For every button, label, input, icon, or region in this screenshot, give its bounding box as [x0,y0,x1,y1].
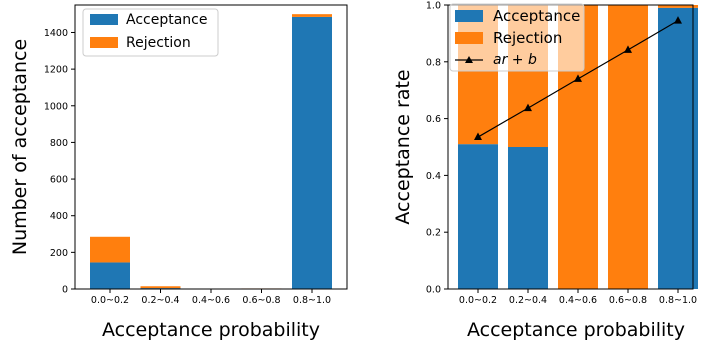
left-bar-acceptance-0 [90,262,130,289]
right-fit-line-marker-1 [524,103,532,112]
right-fit-line-marker-0 [474,132,482,141]
left-x-tick-label-2: 0.4~0.6 [192,295,230,306]
left-y-ticks: 0 200 400 600 800 1000 1200 1400 [44,28,75,296]
left-bar-acceptance-4 [292,16,332,290]
left-bar-rejection-0 [90,236,130,263]
left-y-tick-label-7: 1400 [44,28,68,39]
right-chart: 0.0 0.2 0.4 0.6 0.8 1.0 0.0~0.2 0.2~0.4 0.4~0.6… [392,1,698,341]
left-y-tick-label-0: 0 [62,285,68,296]
right-legend-swatch-rejection [455,32,483,44]
left-chart: 0 200 400 600 800 1000 1200 1400 0.0~0.2 0.2~0.4… [9,4,348,341]
right-x-axis-label: Acceptance probability [467,319,685,341]
left-y-tick-label-5: 1000 [44,101,68,112]
left-legend: Acceptance Rejection [82,8,219,57]
left-y-tick-label-3: 600 [50,175,68,186]
left-y-tick-label-4: 800 [50,138,68,149]
left-legend-label-rejection: Rejection [126,35,191,51]
right-x-tick-label-0: 0.0~0.2 [459,295,497,306]
right-legend: Acceptance Rejection ar + b [449,3,585,72]
right-legend-swatch-acceptance [455,10,483,22]
left-y-tick-label-6: 1200 [44,65,68,76]
right-fit-line [474,16,682,141]
left-y-tick-label-1: 200 [50,248,68,259]
right-x-tick-label-1: 0.2~0.4 [509,295,547,306]
right-y-tick-label-0: 0.0 [426,285,441,296]
right-x-tick-label-2: 0.4~0.6 [559,295,597,306]
right-y-tick-label-4: 0.8 [426,57,441,68]
left-y-axis-label: Number of acceptance [9,39,31,255]
right-legend-marker-sample [465,56,473,63]
right-legend-label-acceptance: Acceptance [493,7,580,25]
right-legend-label-line: ar + b [493,52,537,68]
right-bar-acceptance-0 [458,144,498,289]
right-fit-line-marker-4 [674,16,682,24]
right-y-tick-label-5: 1.0 [426,1,441,12]
right-x-ticks: 0.0~0.2 0.2~0.4 0.4~0.6 0.6~0.8 0.8~1.0 [459,289,697,306]
left-legend-swatch-acceptance [90,14,118,25]
left-bar-rejection-1 [140,286,181,289]
right-x-tick-label-4: 0.8~1.0 [659,295,697,306]
left-legend-swatch-rejection [90,37,118,48]
left-x-tick-label-0: 0.0~0.2 [91,295,129,306]
left-y-tick-label-2: 400 [50,211,68,222]
left-bars [90,14,332,290]
left-x-tick-label-4: 0.8~1.0 [293,295,331,306]
right-fit-line-marker-2 [574,74,582,82]
right-legend-box [449,3,585,72]
right-legend-label-rejection: Rejection [493,29,562,47]
left-x-axis-label: Acceptance probability [102,319,320,341]
right-y-tick-label-2: 0.4 [426,171,441,182]
right-bar-rejection-4 [658,5,698,8]
right-y-axis-label: Acceptance rate [392,69,414,224]
left-bar-rejection-4 [292,14,332,17]
right-y-ticks: 0.0 0.2 0.4 0.6 0.8 1.0 [426,1,448,296]
right-x-tick-label-3: 0.6~0.8 [609,295,647,306]
right-fit-line-marker-3 [624,45,632,53]
left-x-tick-label-1: 0.2~0.4 [141,295,179,306]
right-y-tick-label-3: 0.6 [426,114,441,125]
left-legend-label-acceptance: Acceptance [126,12,207,28]
left-x-tick-label-3: 0.6~0.8 [242,295,280,306]
left-x-ticks: 0.0~0.2 0.2~0.4 0.4~0.6 0.6~0.8 0.8~1.0 [91,289,331,306]
right-bar-acceptance-1 [508,147,548,289]
right-bar-acceptance-4 [658,7,698,290]
right-y-tick-label-1: 0.2 [426,228,441,239]
